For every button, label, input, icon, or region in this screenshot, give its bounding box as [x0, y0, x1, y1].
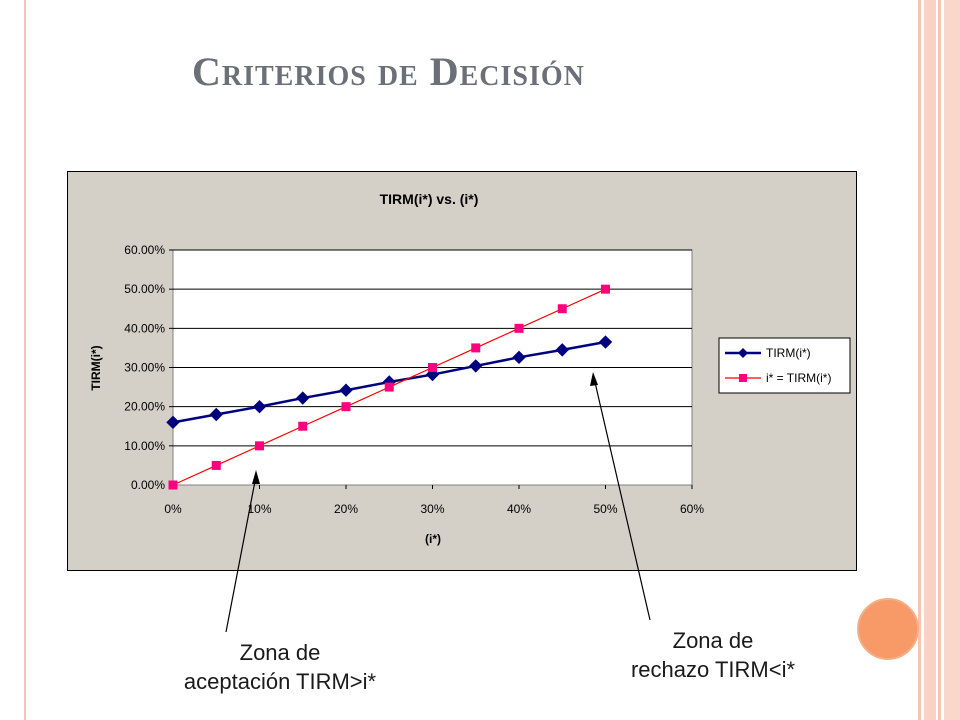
series-2-point [255, 441, 264, 451]
acceptance-arrow-line [225, 475, 257, 633]
legend-box [718, 337, 851, 394]
legend-marker-2 [739, 374, 747, 382]
right-stripe-2 [924, 0, 936, 720]
series-2-point [168, 480, 178, 490]
series-1-point [296, 391, 310, 405]
x-tick-label: 40% [507, 502, 531, 516]
series-2-point [471, 343, 481, 353]
x-tick-label: 60% [680, 502, 704, 516]
series-2-point [428, 363, 437, 372]
y-tick-label: 30.00% [124, 361, 165, 375]
x-tick-label: 10% [247, 502, 271, 516]
series-1-point [555, 343, 569, 357]
x-tick-label: 0% [164, 502, 182, 516]
series-2-point [384, 382, 394, 392]
rejection-zone-line1: Zona de [672, 628, 754, 653]
legend-label-2: i* = TIRM(i*) [766, 371, 831, 385]
rejection-zone-annotation: Zona de rechazo TIRM<i* [598, 626, 828, 684]
series-1-point [339, 383, 353, 397]
acceptance-zone-line2: aceptación TIRM>i* [183, 669, 377, 694]
series-2-point [601, 284, 610, 294]
legend-label-1: TIRM(i*) [766, 346, 811, 360]
rejection-arrowhead [590, 372, 598, 386]
chart-svg: TIRM(i*) vs. (i*) 0.00% 10.00% 20.00% 30.00%… [67, 171, 857, 571]
rejection-zone-line2: rechazo TIRM<i* [630, 657, 796, 682]
legend-marker-1 [738, 348, 748, 358]
series-1-point [209, 407, 223, 422]
right-stripe-4 [944, 0, 960, 720]
series-1-point [166, 415, 180, 430]
y-tick-label: 0.00% [131, 478, 165, 492]
rejection-arrow-line [593, 377, 651, 621]
y-tick-label: 50.00% [124, 282, 165, 296]
y-tick-label: 60.00% [124, 243, 165, 257]
series-2-point [514, 323, 524, 333]
chart-title: TIRM(i*) vs. (i*) [380, 191, 479, 207]
acceptance-zone-annotation: Zona de aceptación TIRM>i* [160, 638, 400, 696]
acceptance-arrowhead [252, 470, 260, 484]
series-2-point [341, 402, 351, 412]
x-tick-label: 30% [420, 502, 444, 516]
x-axis-label: (i*) [425, 532, 441, 546]
y-tick-label: 10.00% [124, 439, 165, 453]
series-1-point [469, 359, 483, 373]
y-axis-label: TIRM(i*) [89, 345, 103, 390]
chart-container: TIRM(i*) vs. (i*) 0.00% 10.00% 20.00% 30.00%… [67, 171, 857, 571]
acceptance-zone-line1: Zona de [239, 640, 321, 665]
series-2-point [298, 421, 308, 431]
x-tick-label: 50% [593, 502, 617, 516]
series-2-point [557, 304, 567, 314]
series-1-point [598, 335, 613, 349]
x-tick-label: 20% [334, 502, 358, 516]
y-tick-label: 40.00% [124, 321, 165, 335]
right-stripe-3 [938, 0, 941, 720]
series-1-point [512, 350, 526, 365]
left-decorative-line [24, 0, 26, 720]
y-tick-label: 20.00% [124, 400, 165, 414]
right-stripe-1 [918, 0, 921, 720]
series-2-point [211, 460, 221, 470]
slide-title: Criterios de Decisión [192, 49, 585, 94]
series-1-point [252, 399, 267, 414]
orange-decorative-circle [857, 598, 919, 660]
